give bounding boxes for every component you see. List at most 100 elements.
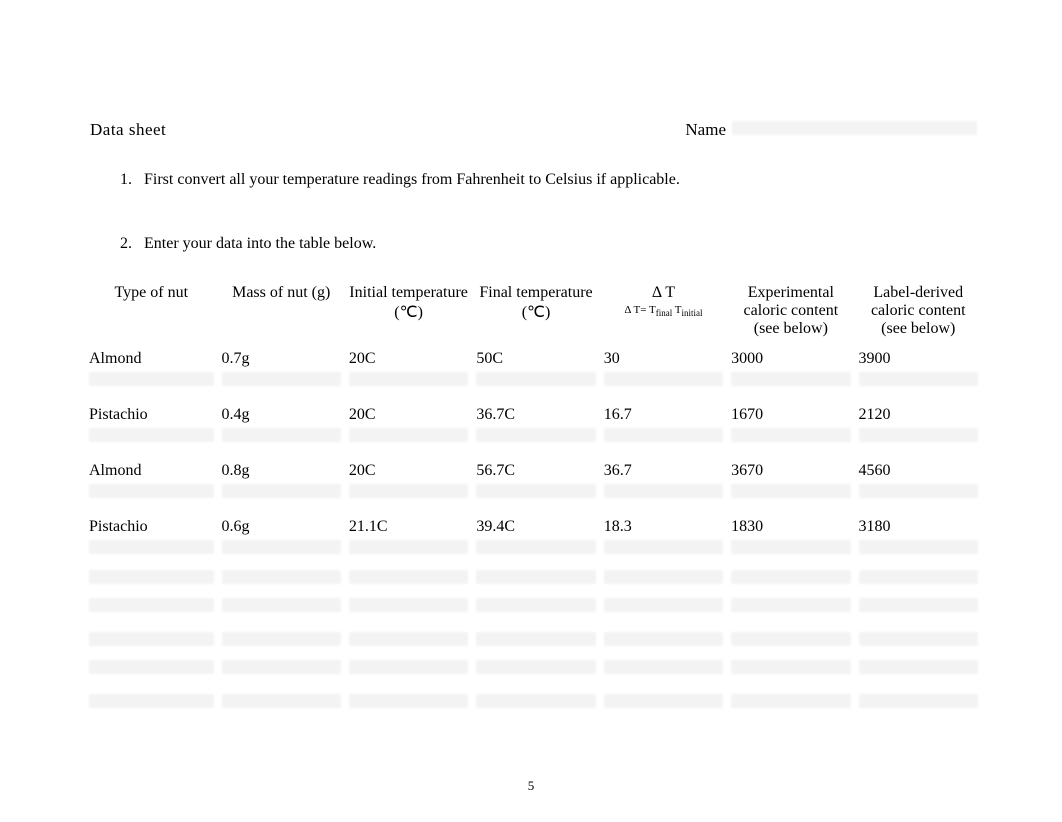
col6-l3: (see below) [881, 320, 955, 337]
redaction [349, 484, 468, 498]
table-row: Almond 0.7g 20C 50C 30 3000 3900 [85, 344, 982, 400]
instruction-2: 2. Enter your data into the table below. [120, 232, 977, 256]
redaction [349, 540, 468, 554]
redaction [89, 598, 214, 612]
delta-t-formula: Δ T= Tfinal Tinitial [604, 304, 723, 319]
data-table: Type of nut Mass of nut (g) Initial temp… [85, 274, 982, 720]
redaction [604, 484, 723, 498]
page-title: Data sheet [90, 120, 166, 140]
table-row: Pistachio 0.4g 20C 36.7C 16.7 1670 2120 [85, 400, 982, 456]
cell-type: Almond [89, 350, 141, 367]
col-initial-temp: Initial temperature (℃) [345, 274, 472, 344]
cell-type: Almond [89, 462, 141, 479]
redaction [731, 694, 850, 708]
instructions: 1. First convert all your temperature re… [120, 168, 977, 256]
redaction [859, 540, 978, 554]
redaction [604, 428, 723, 442]
redaction [222, 632, 341, 646]
redaction [604, 540, 723, 554]
cell-init: 21.1C [349, 518, 388, 535]
cell-dt: 16.7 [604, 406, 632, 423]
cell-exp: 3000 [731, 350, 763, 367]
col-delta-t: Δ T Δ T= Tfinal Tinitial [600, 274, 727, 344]
redaction [859, 372, 978, 386]
cell-init: 20C [349, 350, 376, 367]
redaction [89, 570, 214, 584]
redaction [476, 428, 595, 442]
cell-exp: 3670 [731, 462, 763, 479]
col5-l3: (see below) [754, 320, 828, 337]
cell-mass: 0.4g [222, 406, 250, 423]
instruction-1: 1. First convert all your temperature re… [120, 168, 977, 192]
redaction [604, 570, 723, 584]
redaction [859, 694, 978, 708]
redaction [89, 540, 214, 554]
redaction [859, 632, 978, 646]
redaction [604, 694, 723, 708]
redaction [89, 372, 214, 386]
table-row-empty [85, 692, 982, 720]
name-input-line[interactable] [732, 121, 977, 135]
redaction [349, 428, 468, 442]
col-experimental: Experimental caloric content (see below) [727, 274, 854, 344]
table-row-empty [85, 568, 982, 596]
delta-prefix: Δ T= T [624, 304, 655, 316]
header-line: Data sheet Name [90, 120, 977, 140]
name-label: Name [685, 120, 726, 140]
page-number: 5 [0, 778, 1062, 794]
redaction [476, 632, 595, 646]
data-table-wrap: Type of nut Mass of nut (g) Initial temp… [85, 274, 982, 720]
redaction [476, 372, 595, 386]
redaction [349, 570, 468, 584]
redaction [604, 632, 723, 646]
cell-mass: 0.6g [222, 518, 250, 535]
redaction [89, 484, 214, 498]
redaction [859, 484, 978, 498]
table-row-empty [85, 596, 982, 630]
cell-init: 20C [349, 406, 376, 423]
redaction [859, 570, 978, 584]
redaction [476, 598, 595, 612]
col5-l1: Experimental [748, 284, 834, 301]
instruction-text: First convert all your temperature readi… [144, 168, 680, 192]
cell-lab: 3900 [859, 350, 891, 367]
redaction [731, 540, 850, 554]
redaction [604, 372, 723, 386]
col-label-derived: Label-derived caloric content (see below… [855, 274, 982, 344]
redaction [731, 632, 850, 646]
cell-mass: 0.7g [222, 350, 250, 367]
redaction [859, 660, 978, 674]
redaction [731, 372, 850, 386]
instruction-text: Enter your data into the table below. [144, 232, 376, 256]
redaction [222, 694, 341, 708]
cell-lab: 3180 [859, 518, 891, 535]
table-row: Almond 0.8g 20C 56.7C 36.7 3670 4560 [85, 456, 982, 512]
redaction [731, 598, 850, 612]
col5-l2: caloric content [744, 302, 839, 319]
redaction [222, 372, 341, 386]
redaction [222, 540, 341, 554]
redaction [604, 598, 723, 612]
col-type-of-nut: Type of nut [85, 274, 218, 344]
col6-l1: Label-derived [873, 284, 963, 301]
table-row-empty [85, 658, 982, 692]
redaction [349, 660, 468, 674]
redaction [89, 694, 214, 708]
cell-final: 39.4C [476, 518, 515, 535]
redaction [89, 632, 214, 646]
redaction [89, 428, 214, 442]
cell-type: Pistachio [89, 518, 148, 535]
delta-final-sub: final [656, 308, 673, 318]
table-row-empty [85, 630, 982, 658]
redaction [476, 570, 595, 584]
redaction [731, 660, 850, 674]
redaction [349, 598, 468, 612]
redaction [349, 632, 468, 646]
cell-dt: 18.3 [604, 518, 632, 535]
cell-dt: 30 [604, 350, 620, 367]
delta-initial-sub: initial [682, 308, 703, 318]
redaction [222, 598, 341, 612]
redaction [349, 372, 468, 386]
redaction [859, 428, 978, 442]
cell-final: 56.7C [476, 462, 515, 479]
